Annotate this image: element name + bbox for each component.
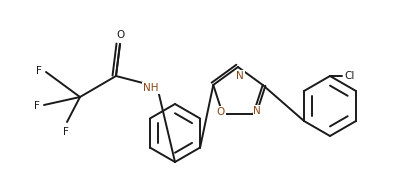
Text: F: F (36, 66, 42, 76)
Text: F: F (63, 127, 69, 137)
Text: NH: NH (143, 83, 159, 93)
Text: N: N (253, 106, 261, 116)
Text: F: F (34, 101, 40, 111)
Text: N: N (236, 71, 244, 81)
Text: Cl: Cl (345, 71, 355, 81)
Text: O: O (217, 107, 225, 117)
Text: O: O (116, 30, 124, 40)
